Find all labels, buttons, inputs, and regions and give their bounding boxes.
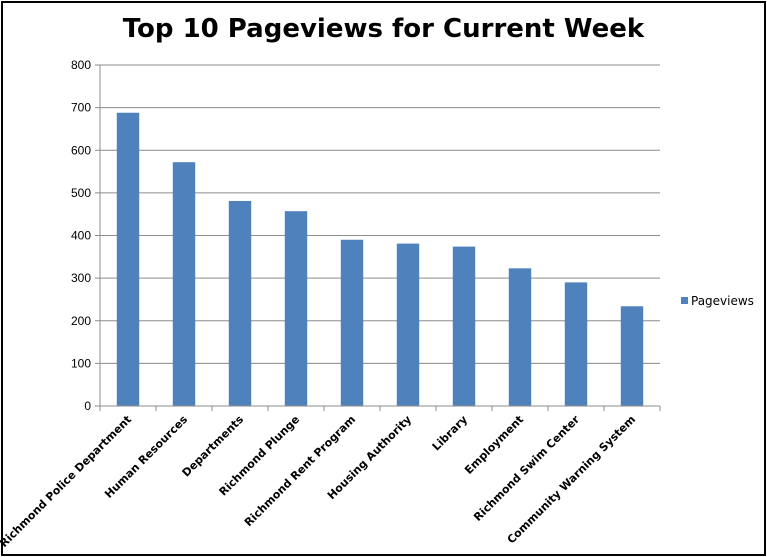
bar [452,246,476,406]
legend-label: Pageviews [691,294,754,308]
chart-title: Top 10 Pageviews for Current Week [122,14,645,44]
y-tick-label: 0 [84,399,91,413]
bar [284,211,308,406]
bar [116,112,140,407]
x-tick-label: Richmond Swim Center [471,413,582,524]
bar [340,239,364,406]
bar [172,162,196,406]
x-tick-label: Richmond Rent Program [242,413,358,529]
y-tick-label: 400 [71,229,91,243]
y-tick-label: 200 [71,314,91,328]
x-tick-label: Community Warning System [505,413,638,546]
bar [508,268,532,406]
bar [396,243,420,406]
legend: Pageviews [681,294,754,308]
bar [564,282,588,406]
y-tick-label: 100 [71,356,91,370]
x-tick-label: Employment [462,413,526,477]
y-tick-label: 300 [71,271,91,285]
y-tick-label: 800 [71,58,91,72]
y-tick-labels: 0 100 200 300 400 500 600 700 800 [71,58,91,413]
bar [228,200,252,406]
y-tick-label: 600 [71,143,91,157]
axes [95,64,661,411]
bar [620,306,644,406]
legend-swatch [681,297,688,304]
bars [116,112,644,407]
y-tick-label: 700 [71,101,91,115]
x-tick-label: Library [430,413,470,453]
y-tick-label: 500 [71,186,91,200]
